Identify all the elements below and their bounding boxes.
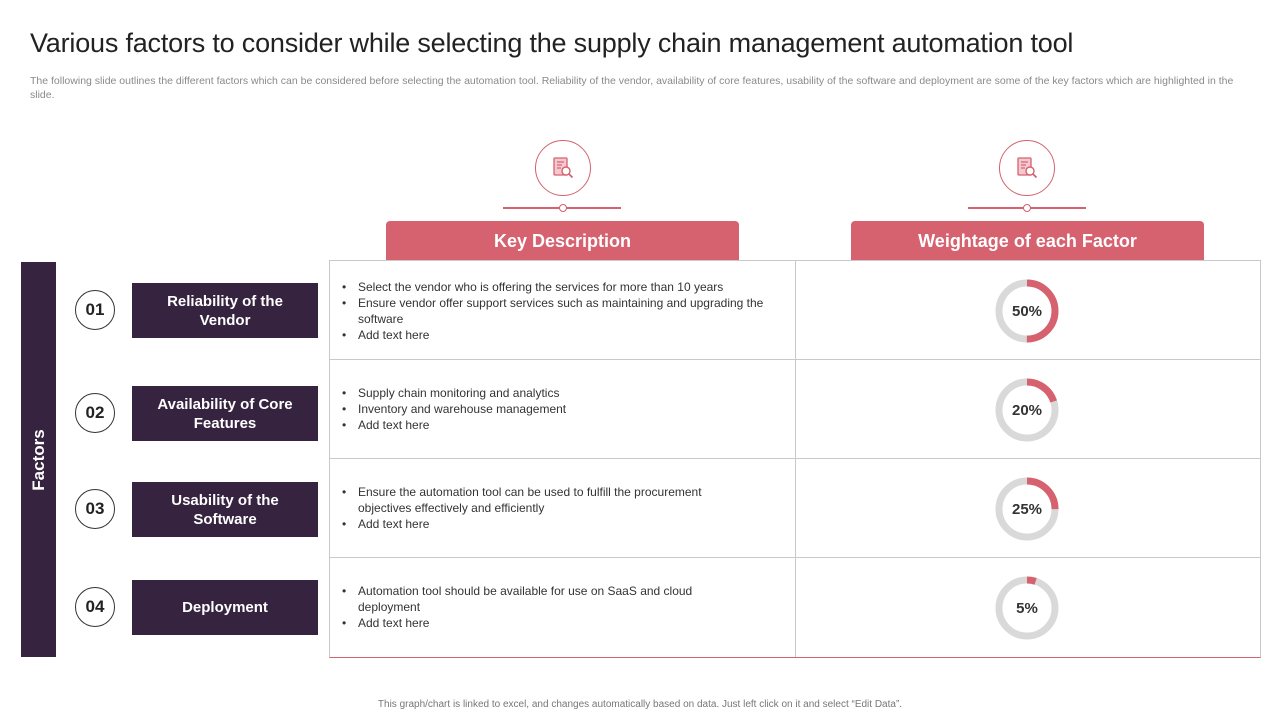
list-item: Add text here: [340, 327, 788, 343]
factors-side-label: Factors: [21, 262, 56, 657]
list-item: Ensure vendor offer support services suc…: [340, 295, 788, 327]
description-list: Select the vendor who is offering the se…: [340, 279, 788, 343]
weightage-value: 20%: [1011, 401, 1043, 419]
description-list: Ensure the automation tool can be used t…: [340, 484, 740, 532]
factor-name: Availability of Core Features: [132, 386, 318, 441]
factor-name: Usability of the Software: [132, 482, 318, 537]
page-subtitle: The following slide outlines the differe…: [30, 75, 1234, 101]
list-item: Supply chain monitoring and analytics: [340, 385, 788, 401]
page-title: Various factors to consider while select…: [30, 28, 1074, 58]
table-row: Automation tool should be available for …: [330, 558, 1260, 657]
donut-fill-arc: [995, 576, 1059, 640]
document-search-icon: [535, 140, 591, 196]
list-item: Add text here: [340, 417, 788, 433]
description-list: Supply chain monitoring and analytics In…: [340, 385, 788, 433]
weightage-value: 25%: [1011, 500, 1043, 518]
factor-number: 03: [75, 489, 115, 529]
document-search-icon: [999, 140, 1055, 196]
description-list: Automation tool should be available for …: [340, 583, 710, 631]
factor-number: 01: [75, 290, 115, 330]
list-item: Add text here: [340, 516, 740, 532]
factor-name: Deployment: [132, 580, 318, 635]
weightage-header: Weightage of each Factor: [851, 221, 1204, 261]
list-item: Select the vendor who is offering the se…: [340, 279, 788, 295]
donut-fill-arc: [995, 378, 1059, 442]
header-divider-dot: [559, 204, 567, 212]
weightage-value: 50%: [1011, 302, 1043, 320]
factor-number: 04: [75, 587, 115, 627]
weightage-donut: [995, 279, 1059, 343]
footer-note: This graph/chart is linked to excel, and…: [377, 699, 903, 710]
weightage-value: 5%: [1016, 599, 1038, 617]
factors-table: Select the vendor who is offering the se…: [329, 260, 1261, 658]
list-item: Automation tool should be available for …: [340, 583, 710, 615]
donut-fill-arc: [995, 279, 1059, 343]
list-item: Add text here: [340, 615, 710, 631]
key-description-header: Key Description: [386, 221, 739, 261]
list-item: Ensure the automation tool can be used t…: [340, 484, 740, 516]
donut-fill-arc: [995, 477, 1059, 541]
factors-label-text: Factors: [28, 428, 48, 491]
weightage-donut: [995, 576, 1059, 640]
weightage-donut: [995, 477, 1059, 541]
list-item: Inventory and warehouse management: [340, 401, 788, 417]
table-row: Supply chain monitoring and analytics In…: [330, 360, 1260, 459]
header-divider-dot: [1023, 204, 1031, 212]
weightage-donut: [995, 378, 1059, 442]
column-divider: [795, 261, 796, 657]
factor-name: Reliability of the Vendor: [132, 283, 318, 338]
factor-number: 02: [75, 393, 115, 433]
